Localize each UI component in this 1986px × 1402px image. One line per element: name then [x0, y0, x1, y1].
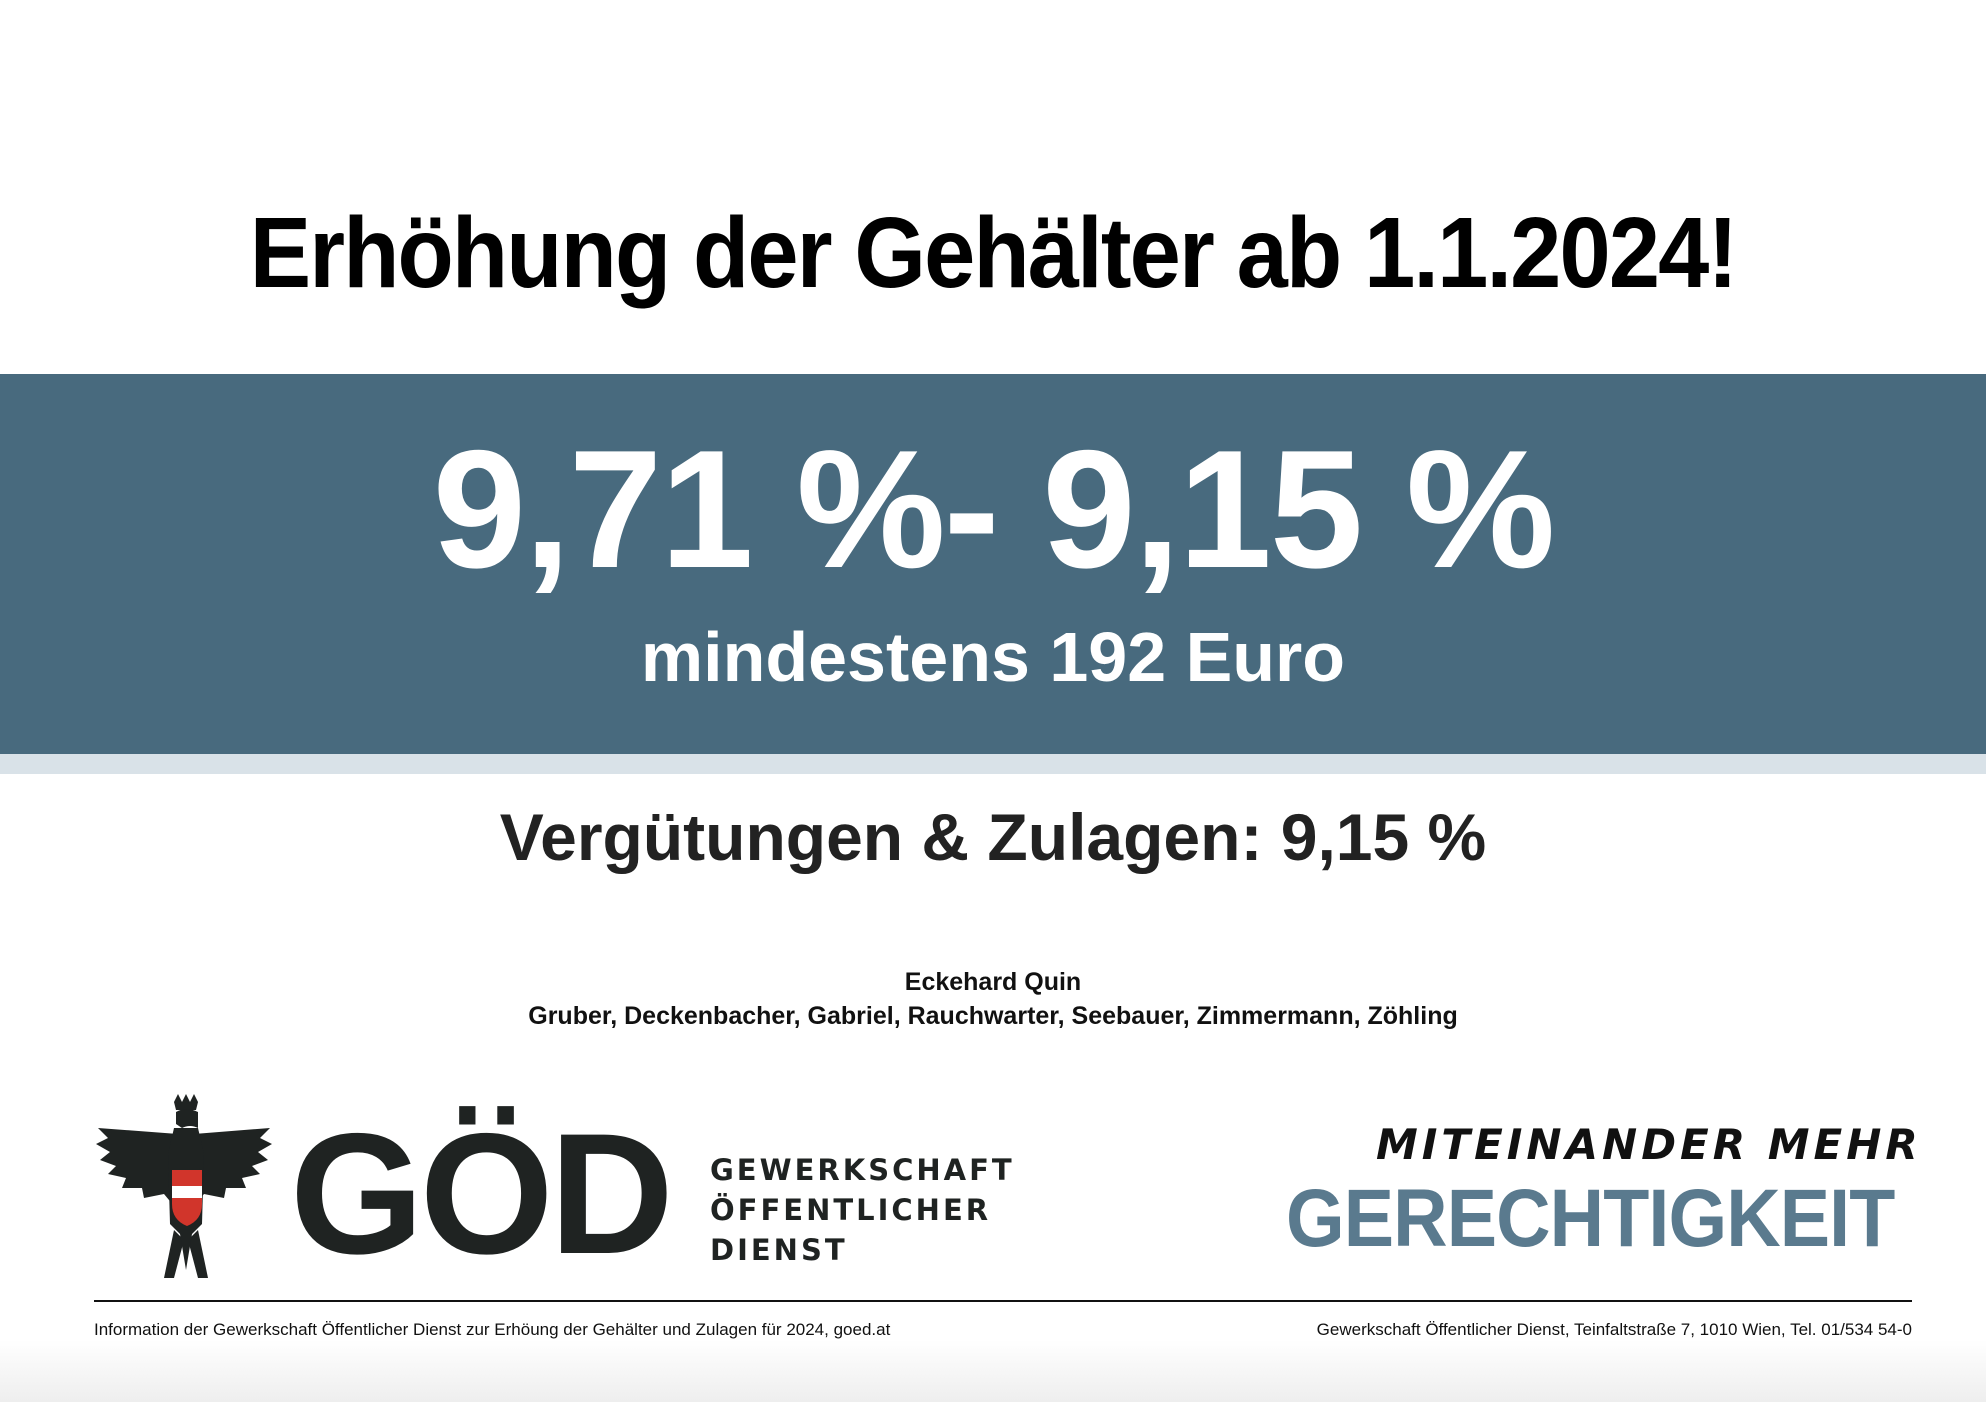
footer-address: Gewerkschaft Öffentlicher Dienst, Teinfa… — [1316, 1320, 1912, 1339]
rate-banner-underline — [0, 754, 1986, 774]
page-bottom-shade — [0, 1340, 1986, 1402]
rate-range: 9,71 %- 9,15 % — [432, 415, 1556, 603]
rate-banner — [0, 374, 1986, 754]
footer-divider — [94, 1300, 1912, 1302]
logo-subtitle: GEWERKSCHAFT ÖFFENTLICHER DIENST — [710, 1150, 1015, 1270]
logo-wordmark: GÖD — [290, 1098, 674, 1290]
signatory-lead: Eckehard Quin — [904, 968, 1082, 996]
slogan-bottom: GERECHTIGKEIT — [1286, 1173, 1895, 1264]
allowances-rate: Vergütungen & Zulagen: 9,15 % — [499, 800, 1487, 874]
minimum-amount: mindestens 192 Euro — [640, 618, 1346, 696]
logo-subtitle-line: DIENST — [710, 1233, 848, 1267]
slogan-top: MITEINANDER MEHR — [1376, 1120, 1922, 1169]
eagle-coat-of-arms-icon — [96, 1094, 272, 1278]
headline: Erhöhung der Gehälter ab 1.1.2024! — [249, 197, 1738, 309]
logo-subtitle-line: GEWERKSCHAFT — [710, 1153, 1015, 1187]
signatory-team: Gruber, Deckenbacher, Gabriel, Rauchwart… — [528, 1002, 1458, 1030]
logo-subtitle-line: ÖFFENTLICHER — [710, 1193, 992, 1227]
footer-info: Information der Gewerkschaft Öffentliche… — [94, 1320, 891, 1339]
